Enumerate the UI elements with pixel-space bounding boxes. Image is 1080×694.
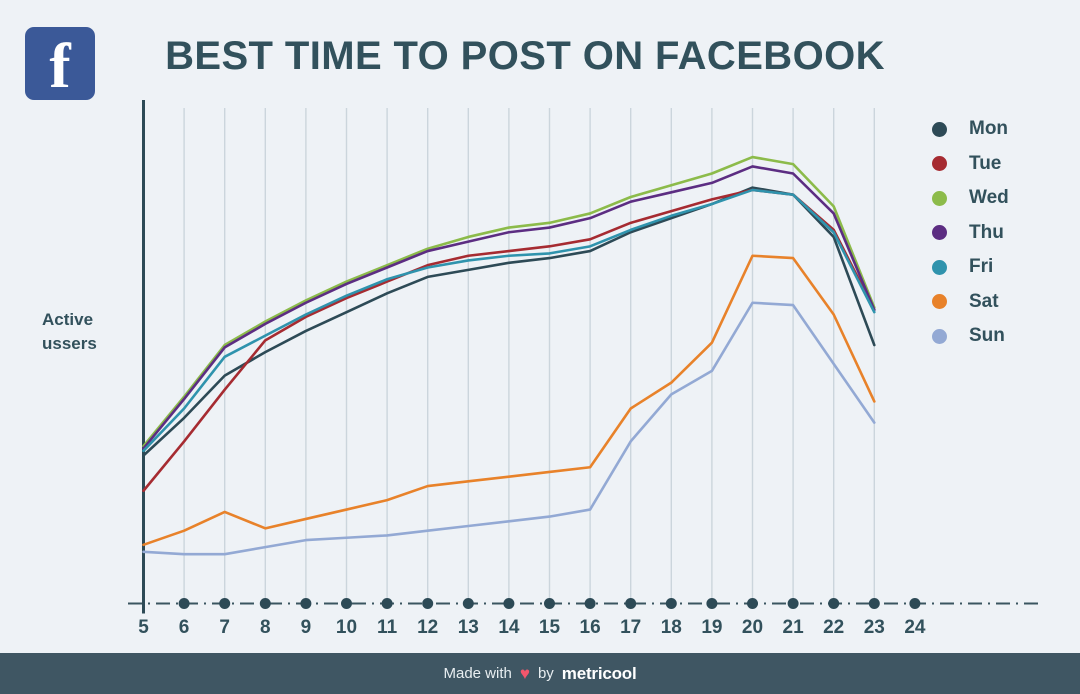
x-tick-label: 11 <box>377 617 398 638</box>
x-tick-label: 13 <box>457 617 479 638</box>
x-axis-tick-dot <box>422 598 434 609</box>
x-tick-label: 24 <box>904 617 926 638</box>
x-tick-label: 17 <box>620 617 642 638</box>
legend-item-fri[interactable]: Fri <box>932 250 1072 285</box>
series-line-sat <box>142 254 876 547</box>
heart-icon: ♥ <box>519 664 530 683</box>
x-axis-tick-dot <box>341 598 352 609</box>
x-tick-label: 19 <box>701 617 723 638</box>
series-line-fri <box>142 188 876 453</box>
legend-item-label: Fri <box>969 256 994 278</box>
x-tick-label: 16 <box>579 617 601 638</box>
footer-brand-name: metricool <box>561 663 637 683</box>
legend-item-mon[interactable]: Mon <box>932 112 1072 147</box>
legend-item-thu[interactable]: Thu <box>932 216 1072 251</box>
series-line-thu <box>142 165 876 450</box>
x-axis-tick-dot <box>625 598 637 609</box>
legend-swatch-icon <box>932 190 947 206</box>
x-tick-label: 5 <box>138 617 149 638</box>
legend-item-tue[interactable]: Tue <box>932 147 1072 182</box>
x-axis-tick-dot <box>868 598 880 609</box>
x-tick-label: 12 <box>417 617 439 638</box>
x-axis-tick-dot <box>178 598 190 609</box>
x-axis-tick-dot <box>747 598 758 609</box>
y-axis-label: Active ussers <box>42 310 97 353</box>
facebook-f-glyph: f <box>49 30 71 101</box>
footer-bar: Made with ♥ by metricool <box>0 653 1080 694</box>
x-axis-tick-dot <box>544 598 555 609</box>
legend-item-label: Sat <box>969 290 999 312</box>
legend-item-sat[interactable]: Sat <box>932 285 1072 320</box>
legend-swatch-icon <box>932 328 947 344</box>
series-line-mon <box>142 186 876 457</box>
legend-swatch-icon <box>932 121 947 137</box>
legend-swatch-icon <box>932 259 947 275</box>
legend-item-label: Wed <box>969 187 1009 209</box>
x-axis-tick-dot <box>584 598 596 609</box>
x-axis-tick-dot <box>462 598 474 609</box>
legend-item-label: Tue <box>969 152 1002 174</box>
x-tick-label: 18 <box>660 617 682 638</box>
chart-plot-area <box>128 100 1040 614</box>
legend-swatch-icon <box>932 156 947 172</box>
x-axis-tick-dot <box>300 598 312 609</box>
x-axis-tick-dot <box>706 598 718 609</box>
x-tick-label: 22 <box>823 617 845 638</box>
x-tick-label: 23 <box>863 617 885 638</box>
x-axis-tick-dot <box>381 598 393 609</box>
x-axis-tick-dot <box>503 598 515 609</box>
series-line-wed <box>142 155 876 448</box>
legend-item-label: Sun <box>969 325 1005 347</box>
x-tick-label: 14 <box>498 617 520 638</box>
x-tick-label: 9 <box>300 617 312 638</box>
legend-item-wed[interactable]: Wed <box>932 181 1072 216</box>
chart-legend: Mon Tue Wed Thu Fri Sat Sun <box>932 112 1072 354</box>
footer-made-with-text: Made with <box>443 665 512 682</box>
footer-by-text: by <box>537 665 554 682</box>
legend-swatch-icon <box>932 294 947 310</box>
series-line-sun <box>142 301 876 556</box>
legend-item-label: Mon <box>969 118 1009 140</box>
x-axis-tick-dot <box>787 598 799 609</box>
page-title: BEST TIME TO POST ON FACEBOOK <box>165 34 885 78</box>
facebook-logo-icon: f <box>25 27 95 101</box>
x-axis-tick-dot <box>909 598 921 609</box>
x-axis-tick-dot <box>665 598 677 609</box>
legend-swatch-icon <box>932 225 947 241</box>
x-tick-label: 10 <box>335 617 358 638</box>
x-tick-label: 20 <box>741 617 764 638</box>
x-tick-label: 15 <box>538 617 561 638</box>
x-axis-tick-dot <box>828 598 840 609</box>
line-chart-svg <box>128 100 1040 614</box>
x-axis-tick-dot <box>259 598 271 609</box>
x-tick-label: 6 <box>178 617 190 638</box>
legend-item-sun[interactable]: Sun <box>932 319 1072 354</box>
legend-item-label: Thu <box>969 221 1004 243</box>
x-tick-label: 21 <box>782 617 804 638</box>
x-tick-label: 7 <box>219 617 230 638</box>
x-axis-tick-dot <box>219 598 231 609</box>
x-tick-label: 8 <box>260 617 271 638</box>
